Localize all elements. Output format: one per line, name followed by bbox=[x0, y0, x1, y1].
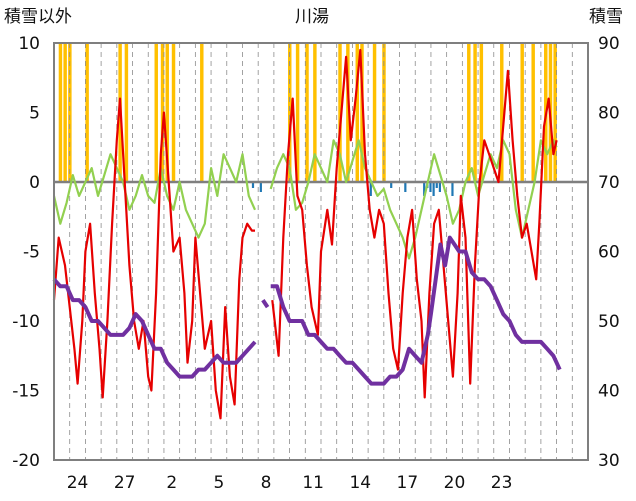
series-lines bbox=[52, 48, 588, 420]
right-tick-label: 40 bbox=[598, 382, 620, 402]
left-tick-label: 0 bbox=[29, 173, 40, 193]
right-tick-label: 90 bbox=[598, 34, 620, 54]
precipitation-bar bbox=[259, 182, 262, 192]
x-tick-label: 27 bbox=[114, 473, 136, 493]
left-tick-label: -5 bbox=[23, 243, 40, 263]
precipitation-bar bbox=[369, 182, 372, 196]
sunshine-bar bbox=[346, 43, 350, 182]
sunshine-bar bbox=[200, 43, 204, 182]
snow-depth-line bbox=[52, 235, 562, 386]
sunshine-bar bbox=[360, 43, 364, 182]
x-axis-ticks: 24 27 2 5 8 11 14 17 20 23 bbox=[67, 473, 513, 493]
x-tick-label: 14 bbox=[349, 473, 371, 493]
x-tick-label: 23 bbox=[491, 473, 513, 493]
x-tick-label: 5 bbox=[213, 473, 224, 493]
sunshine-bar bbox=[58, 43, 63, 182]
sunshine-bar bbox=[553, 43, 557, 182]
precipitation-bar bbox=[390, 182, 393, 188]
right-tick-label: 80 bbox=[598, 104, 620, 124]
x-tick-label: 20 bbox=[444, 473, 466, 493]
sunshine-bar bbox=[473, 43, 477, 182]
left-axis-ticks: 10 5 0 -5 -10 -15 -20 bbox=[12, 34, 40, 471]
precipitation-bar bbox=[435, 182, 438, 188]
precipitation-bar bbox=[451, 182, 454, 196]
sunshine-bar bbox=[531, 43, 535, 182]
precipitation-bar bbox=[438, 182, 441, 192]
sunshine-bar bbox=[372, 43, 377, 182]
right-axis-label: 積雪 bbox=[589, 7, 623, 27]
sunshine-bar bbox=[467, 43, 471, 182]
plot-frame bbox=[53, 42, 589, 461]
sunshine-bar bbox=[355, 43, 360, 182]
sunshine-bar bbox=[124, 43, 129, 182]
sunshine-bar bbox=[63, 43, 67, 182]
sunshine-bar bbox=[288, 43, 292, 182]
sunshine-bar bbox=[382, 43, 386, 182]
precipitation-bar bbox=[432, 182, 435, 196]
x-tick-label: 11 bbox=[302, 473, 324, 493]
plot-border bbox=[53, 42, 589, 461]
sunshine-bar bbox=[305, 43, 309, 182]
left-tick-label: -10 bbox=[12, 312, 40, 332]
x-tick-label: 24 bbox=[67, 473, 89, 493]
sunshine-bar bbox=[165, 43, 169, 182]
precipitation-bar bbox=[423, 182, 426, 196]
sunshine-bar bbox=[171, 43, 176, 182]
sunshine-bar bbox=[295, 43, 300, 182]
left-tick-label: -15 bbox=[12, 382, 40, 402]
sunshine-bar bbox=[85, 43, 89, 182]
sunshine-bar bbox=[160, 43, 165, 182]
left-axis-label: 積雪以外 bbox=[4, 7, 72, 27]
right-tick-label: 50 bbox=[598, 312, 620, 332]
chart-title: 川湯 bbox=[295, 7, 329, 27]
sunshine-bar bbox=[338, 43, 342, 182]
precipitation-bar bbox=[251, 182, 255, 188]
left-tick-label: -20 bbox=[12, 451, 40, 471]
precipitation-bar bbox=[429, 182, 432, 192]
sunshine-bar bbox=[154, 43, 158, 182]
sunshine-bar bbox=[500, 43, 504, 182]
x-tick-label: 8 bbox=[261, 473, 272, 493]
precipitation-bar bbox=[404, 182, 407, 192]
left-tick-label: 5 bbox=[29, 104, 40, 124]
right-axis-ticks: 90 80 70 60 50 40 30 bbox=[598, 34, 620, 471]
sunshine-bar bbox=[313, 43, 317, 182]
sunshine-bar bbox=[479, 43, 484, 182]
left-tick-label: 10 bbox=[18, 34, 40, 54]
sunshine-bar bbox=[520, 43, 524, 182]
sunshine-bar bbox=[68, 43, 72, 182]
right-tick-label: 30 bbox=[598, 451, 620, 471]
right-tick-label: 70 bbox=[598, 173, 620, 193]
mean-temp-line bbox=[52, 139, 558, 260]
x-tick-label: 17 bbox=[397, 473, 419, 493]
right-tick-label: 60 bbox=[598, 243, 620, 263]
x-tick-label: 2 bbox=[166, 473, 177, 493]
